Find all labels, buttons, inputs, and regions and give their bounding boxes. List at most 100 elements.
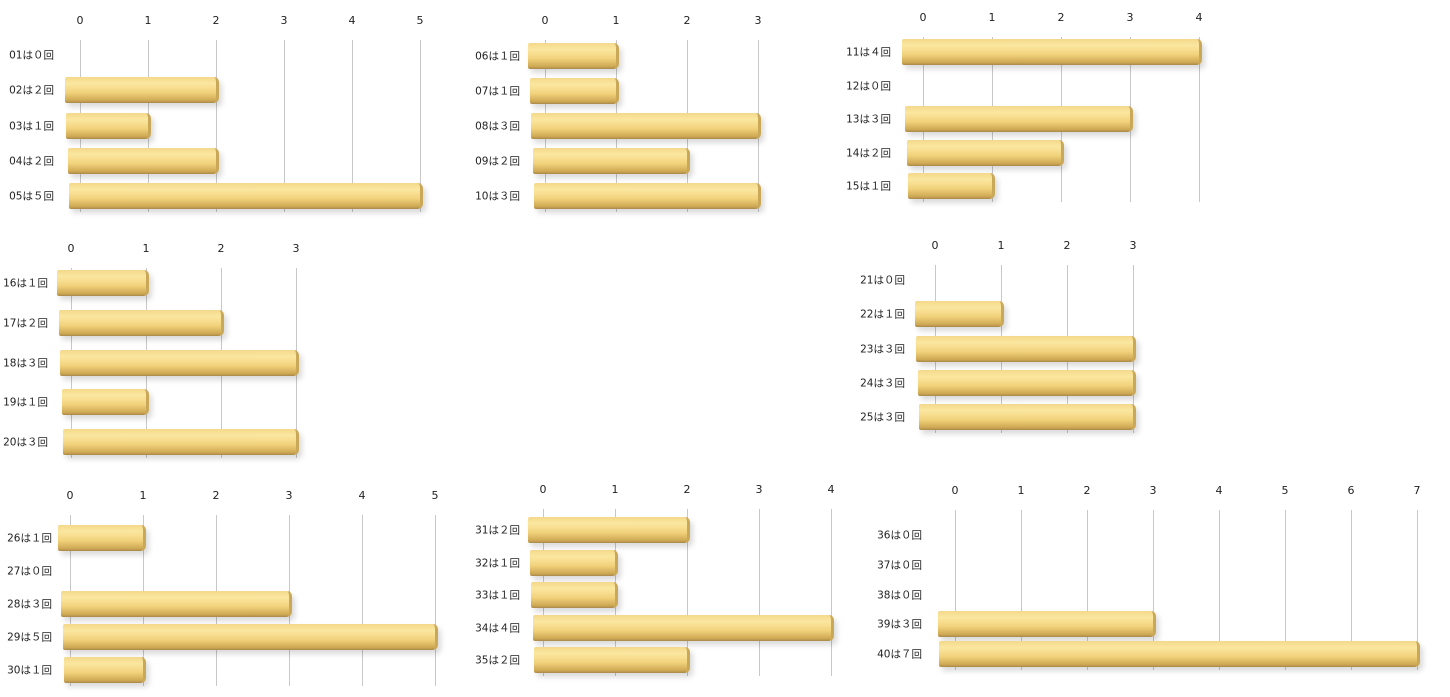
grid-line (352, 40, 353, 212)
grid-line (1219, 510, 1220, 670)
category-label: 33は１回 (475, 589, 520, 602)
x-tick-label: 0 (539, 483, 547, 496)
grid-line (216, 40, 217, 212)
bar (939, 641, 1420, 667)
x-tick-label: 1 (988, 11, 996, 24)
bar (69, 183, 423, 209)
x-tick-label: 4 (358, 489, 366, 502)
category-label: 39は３回 (877, 618, 922, 631)
category-label: 19は１回 (3, 396, 48, 409)
x-tick-label: 3 (1149, 484, 1157, 497)
x-tick-label: 0 (76, 14, 84, 27)
grid-line (1199, 37, 1200, 202)
category-label: 07は１回 (475, 85, 520, 98)
category-label: 28は３回 (7, 598, 52, 611)
x-tick-label: 3 (280, 14, 288, 27)
grid-line (687, 509, 688, 676)
x-tick-label: 0 (67, 242, 75, 255)
category-label: 09は２回 (475, 155, 520, 168)
bar (528, 43, 619, 69)
bar (57, 270, 149, 296)
grid-line (1087, 510, 1088, 670)
category-label: 38は０回 (877, 589, 922, 601)
bar (58, 309, 224, 336)
x-tick-label: 1 (1017, 484, 1025, 497)
bar (529, 78, 619, 104)
category-label: 36は０回 (877, 529, 922, 542)
x-tick-label: 1 (612, 14, 620, 27)
grid-line (362, 515, 363, 686)
category-label: 03は１回 (9, 120, 54, 132)
x-tick-label: 6 (1347, 484, 1355, 497)
x-tick-label: 2 (683, 14, 691, 27)
category-label: 27は０回 (7, 565, 52, 578)
x-tick-label: 2 (1063, 239, 1071, 252)
category-label: 23は３回 (860, 343, 905, 355)
category-label: 15は１回 (846, 180, 891, 193)
x-tick-label: 0 (919, 11, 927, 24)
x-tick-label: 0 (541, 14, 549, 27)
bar (529, 549, 618, 576)
category-label: 35は２回 (475, 654, 520, 667)
x-tick-label: 2 (212, 14, 220, 27)
bar (902, 39, 1202, 65)
bar (64, 657, 146, 683)
category-label: 11は４回 (846, 46, 891, 59)
bar (60, 349, 299, 376)
x-tick-label: 3 (1126, 11, 1134, 24)
x-tick-label: 5 (1281, 484, 1289, 497)
bar (905, 106, 1133, 132)
bar (916, 335, 1136, 362)
x-tick-label: 1 (611, 483, 619, 496)
x-tick-label: 2 (212, 489, 220, 502)
x-tick-label: 2 (1083, 484, 1091, 497)
category-label: 25は３回 (860, 411, 905, 424)
bar (919, 404, 1136, 430)
category-label: 21は０回 (860, 274, 905, 287)
category-label: 05は５回 (9, 190, 54, 203)
category-label: 34は４回 (475, 622, 520, 634)
category-label: 08は３回 (475, 120, 520, 133)
category-label: 29は５回 (7, 631, 52, 644)
x-tick-label: 3 (754, 14, 762, 27)
category-label: 10は３回 (475, 190, 520, 203)
category-label: 14は２回 (846, 147, 891, 159)
x-tick-label: 4 (827, 483, 835, 496)
grid-line (1021, 510, 1022, 670)
x-tick-label: 2 (1057, 11, 1065, 24)
category-label: 12は０回 (846, 80, 891, 92)
grid-line (955, 510, 956, 670)
x-tick-label: 5 (416, 14, 424, 27)
category-label: 04は２回 (9, 155, 54, 168)
category-label: 37は０回 (877, 559, 922, 572)
bar (66, 112, 151, 139)
x-tick-label: 1 (142, 242, 150, 255)
bar (62, 624, 438, 650)
grid-line (1153, 510, 1154, 670)
bar (63, 429, 299, 455)
category-label: 24は３回 (860, 377, 905, 390)
category-label: 32は１回 (475, 557, 520, 569)
bar (64, 77, 219, 104)
category-label: 16は１回 (3, 277, 48, 290)
category-label: 17は２回 (3, 317, 48, 330)
x-tick-label: 2 (217, 242, 225, 255)
x-tick-label: 1 (144, 14, 152, 27)
grid-line (284, 40, 285, 212)
category-label: 30は１回 (7, 664, 52, 677)
x-tick-label: 3 (755, 483, 763, 496)
x-tick-label: 0 (66, 489, 74, 502)
x-tick-label: 4 (1215, 484, 1223, 497)
category-label: 31は２回 (475, 524, 520, 537)
bar (528, 517, 690, 543)
bar (534, 183, 761, 209)
x-tick-label: 1 (139, 489, 147, 502)
bar (67, 147, 219, 174)
bar (937, 611, 1156, 638)
category-label: 20は３回 (3, 436, 48, 449)
grid-line (1351, 510, 1352, 670)
x-tick-label: 5 (431, 489, 439, 502)
x-tick-label: 3 (1129, 239, 1137, 252)
bar (61, 389, 149, 416)
category-label: 18は３回 (3, 357, 48, 369)
